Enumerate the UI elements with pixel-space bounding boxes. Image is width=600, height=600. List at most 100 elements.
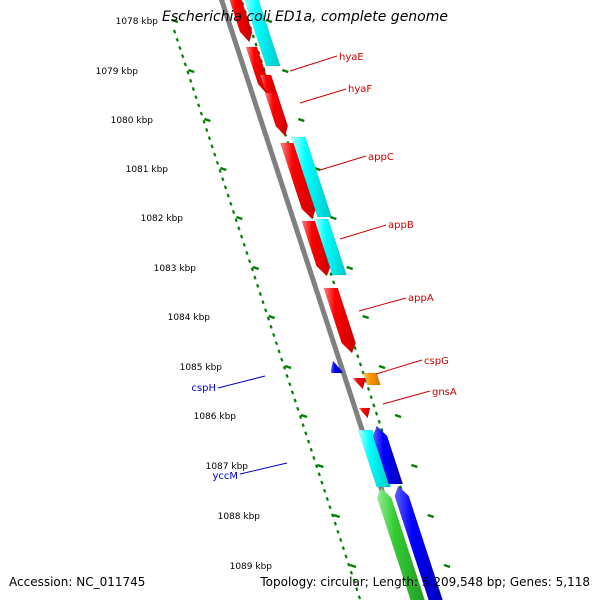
tick-inner [290, 390, 295, 395]
kbp-tick [427, 513, 435, 519]
kbp-tick [265, 18, 273, 24]
tick-inner [239, 234, 244, 239]
tick-inner [172, 29, 177, 34]
tick-outer [366, 387, 371, 391]
tick-outer [358, 362, 363, 367]
tick-outer [369, 395, 373, 400]
leader-hyaF [299, 88, 347, 104]
tick-inner [189, 78, 193, 83]
cds-appB [313, 218, 347, 276]
tick-inner [306, 439, 311, 444]
leader-appB [339, 224, 387, 240]
kbp-tick [333, 513, 341, 519]
tick-inner [349, 570, 354, 575]
tick-inner [178, 46, 182, 50]
kbp-label: 1082 kbp [141, 214, 184, 224]
tick-inner [355, 587, 359, 592]
kbp-labels: 1078 kbp 1079 kbp 1080 kbp 1081 kbp 1082 kbp… [96, 17, 273, 572]
gene-yccM [372, 425, 404, 485]
tick-inner [207, 136, 212, 141]
tick-inner [322, 488, 327, 493]
tick-inner [218, 169, 222, 173]
kbp-tick [284, 364, 292, 370]
tick-outer [251, 34, 255, 39]
tick-inner [296, 406, 300, 411]
kbp-label: 1089 kbp [230, 562, 273, 572]
tick-inner [181, 54, 185, 59]
gene-green-lower [377, 487, 425, 600]
tick-inner [312, 456, 316, 460]
tick-outer [374, 411, 379, 416]
gene-hyaF [264, 92, 289, 137]
gene-appC [280, 142, 317, 220]
tick-inner [282, 365, 287, 370]
kbp-tick [203, 117, 211, 123]
tick-inner [250, 267, 254, 272]
kbp-tick [252, 265, 260, 271]
kbp-tick [171, 18, 179, 24]
leader-hyaE [289, 55, 338, 72]
tick-inner [264, 308, 268, 313]
tick-inner [288, 382, 292, 387]
gene-reverse-lower [394, 485, 443, 600]
tick-inner [320, 480, 324, 485]
feature-cspG [363, 372, 381, 386]
tick-inner [301, 423, 305, 428]
tick-inner [199, 111, 204, 116]
tick-inner [309, 447, 313, 452]
tick-inner [285, 374, 289, 378]
tick-inner [229, 201, 233, 206]
kbp-tick [349, 563, 357, 569]
gene-label-hyaE: hyaE [339, 52, 364, 63]
tick-inner [277, 349, 281, 354]
leader-yccM [239, 462, 288, 475]
tick-inner [352, 579, 356, 583]
tick-inner [210, 144, 214, 149]
tick-inner [269, 324, 273, 329]
tick-inner [205, 128, 209, 132]
leader-appA [358, 297, 407, 312]
tick-inner [223, 185, 228, 190]
tick-inner [191, 87, 195, 91]
tick-inner [304, 431, 308, 436]
label-leader-lines [217, 55, 431, 475]
kbp-tick [235, 215, 243, 221]
leader-cspG [375, 359, 423, 375]
kbp-tick [378, 364, 386, 370]
tick-inner [202, 119, 206, 124]
tick-outer [356, 354, 360, 359]
tick-inner [314, 464, 319, 469]
kbp-tick [219, 166, 227, 172]
gene-label-cspG: cspG [424, 356, 449, 367]
tick-inner [347, 562, 351, 567]
kbp-tick [410, 463, 418, 469]
kbp-tick [329, 215, 337, 221]
tick-inner [247, 259, 252, 264]
kbp-tick [187, 68, 195, 74]
kbp-tick [316, 463, 324, 469]
tick-inner [258, 292, 262, 296]
tick-outer [329, 272, 333, 277]
tick-inner [331, 513, 335, 518]
kbp-tick [362, 314, 370, 320]
gene-label-appC: appC [368, 152, 394, 163]
tick-inner [325, 497, 329, 501]
tick-outer [364, 378, 368, 383]
tick-inner [215, 160, 220, 165]
kbp-label: 1083 kbp [154, 264, 197, 274]
tick-inner [266, 316, 270, 321]
cds-appC [291, 136, 332, 218]
gene-cspH [330, 360, 343, 374]
tick-outer [332, 280, 336, 285]
tick-inner [231, 210, 236, 214]
kbp-label: 1081 kbp [126, 165, 169, 175]
gene-label-hyaF: hyaF [348, 84, 372, 95]
kbp-label: 1086 kbp [194, 412, 237, 422]
tick-inner [336, 529, 340, 534]
gene-features [229, 0, 443, 600]
kbp-tick [297, 117, 305, 123]
gene-hyaD [229, 0, 253, 43]
kbp-label: 1087 kbp [206, 462, 249, 472]
gene-label-yccM: yccM [212, 471, 238, 482]
